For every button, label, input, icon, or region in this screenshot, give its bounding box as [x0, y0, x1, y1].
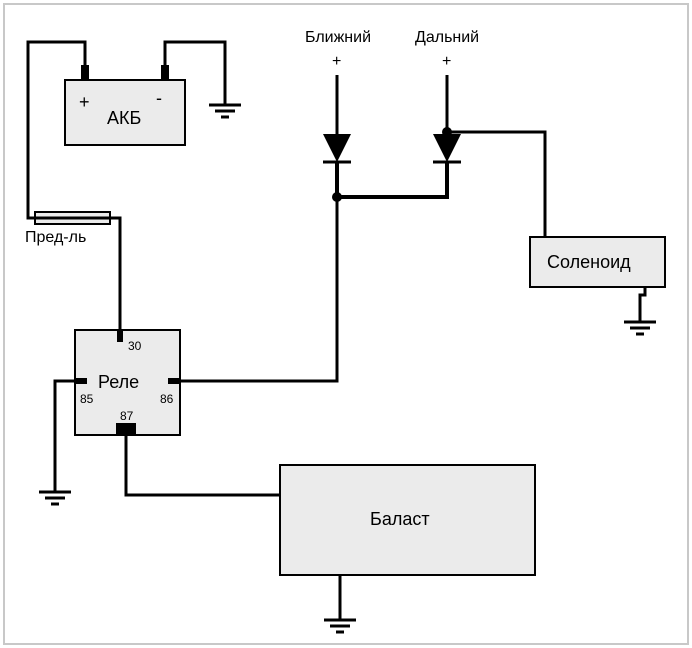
diode-high: [433, 134, 461, 162]
solenoid-label: Соленоид: [547, 252, 631, 272]
input-low-label: Ближний: [305, 29, 371, 46]
ground-relay: [39, 474, 71, 504]
relay-pin85: [75, 378, 87, 384]
wire-relay87-to-ballast: [126, 435, 280, 495]
wire-diodes-to-junction: [337, 162, 447, 197]
relay-pin86: [168, 378, 180, 384]
ballast: Баласт: [280, 465, 535, 575]
relay-label: Реле: [98, 372, 139, 392]
fuse-label: Пред-ль: [25, 229, 86, 246]
diode-low: [323, 134, 351, 162]
fuse: Пред-ль: [25, 212, 110, 246]
input-high-label: Дальний: [415, 29, 479, 46]
relay-pin87: [116, 423, 136, 435]
ballast-label: Баласт: [370, 509, 430, 529]
wire-relay85-to-ground: [55, 381, 75, 474]
ground-solenoid: [624, 304, 656, 334]
wire-high-to-solenoid: [447, 132, 545, 237]
relay-pin30-label: 30: [128, 339, 142, 353]
relay-pin86-label: 86: [160, 392, 174, 406]
battery: + - АКБ: [65, 65, 185, 145]
battery-terminal-pos: [81, 65, 89, 80]
ground-ballast: [324, 602, 356, 632]
battery-minus: -: [156, 88, 162, 108]
ground-battery: [209, 87, 241, 117]
relay-pin85-label: 85: [80, 392, 94, 406]
battery-plus: +: [79, 92, 90, 112]
relay-pin87-label: 87: [120, 409, 134, 423]
input-high-plus: +: [442, 53, 451, 70]
relay-pin30: [117, 330, 123, 342]
battery-terminal-neg: [161, 65, 169, 80]
wire-solenoid-to-ground: [640, 287, 645, 304]
wire-junction-to-relay86: [180, 197, 337, 381]
battery-label: АКБ: [107, 108, 141, 128]
solenoid: Соленоид: [530, 237, 665, 287]
input-low-plus: +: [332, 53, 341, 70]
wire-fuse-to-relay30: [110, 218, 120, 330]
wiring-diagram: + - АКБ Пред-ль Реле 30 85 86 87 Баласт …: [0, 0, 692, 648]
relay: Реле 30 85 86 87: [75, 330, 180, 435]
